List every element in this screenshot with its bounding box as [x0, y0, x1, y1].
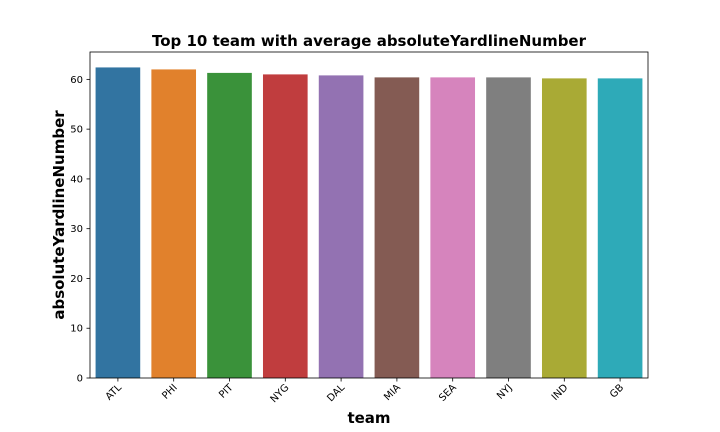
y-axis-label: absoluteYardlineNumber — [50, 110, 68, 320]
bar-mia — [374, 77, 420, 378]
bar-atl — [95, 67, 141, 379]
bar-nyj — [486, 77, 531, 378]
bar-pit — [207, 72, 252, 379]
y-axis-ticks: 0 10 20 30 40 50 60 — [70, 75, 90, 385]
y-tick-label: 40 — [70, 174, 83, 185]
bar-phi — [151, 69, 197, 379]
x-tick-label: PHI — [160, 382, 179, 401]
y-tick-label: 30 — [70, 224, 83, 235]
y-tick-label: 0 — [77, 374, 83, 385]
x-tick-label: DAL — [325, 382, 347, 404]
x-tick-label: MIA — [382, 382, 403, 403]
y-tick-label: 20 — [70, 274, 83, 285]
x-tick-label: PIT — [217, 382, 236, 401]
x-axis-ticks: ATL PHI PIT NYG DAL MIA SEA NYJ IND GB — [104, 378, 626, 405]
bar-gb — [597, 78, 643, 378]
chart-title: Top 10 team with average absoluteYardlin… — [152, 32, 587, 50]
x-tick-label: NYG — [269, 382, 292, 405]
bars-group — [95, 67, 643, 379]
bar-ind — [541, 78, 587, 378]
plot-frame — [89, 51, 649, 379]
x-tick-label: ATL — [104, 382, 125, 403]
x-tick-label: GB — [608, 382, 626, 400]
bar-dal — [318, 75, 364, 378]
bar-sea — [430, 77, 476, 378]
x-tick-label: NYJ — [495, 382, 514, 401]
bar-nyg — [262, 74, 308, 379]
y-tick-label: 60 — [70, 75, 83, 86]
y-tick-label: 10 — [70, 324, 83, 335]
y-tick-label: 50 — [70, 125, 83, 136]
x-tick-label: SEA — [437, 382, 459, 404]
x-tick-label: IND — [550, 382, 571, 403]
x-axis-label: team — [347, 409, 390, 427]
